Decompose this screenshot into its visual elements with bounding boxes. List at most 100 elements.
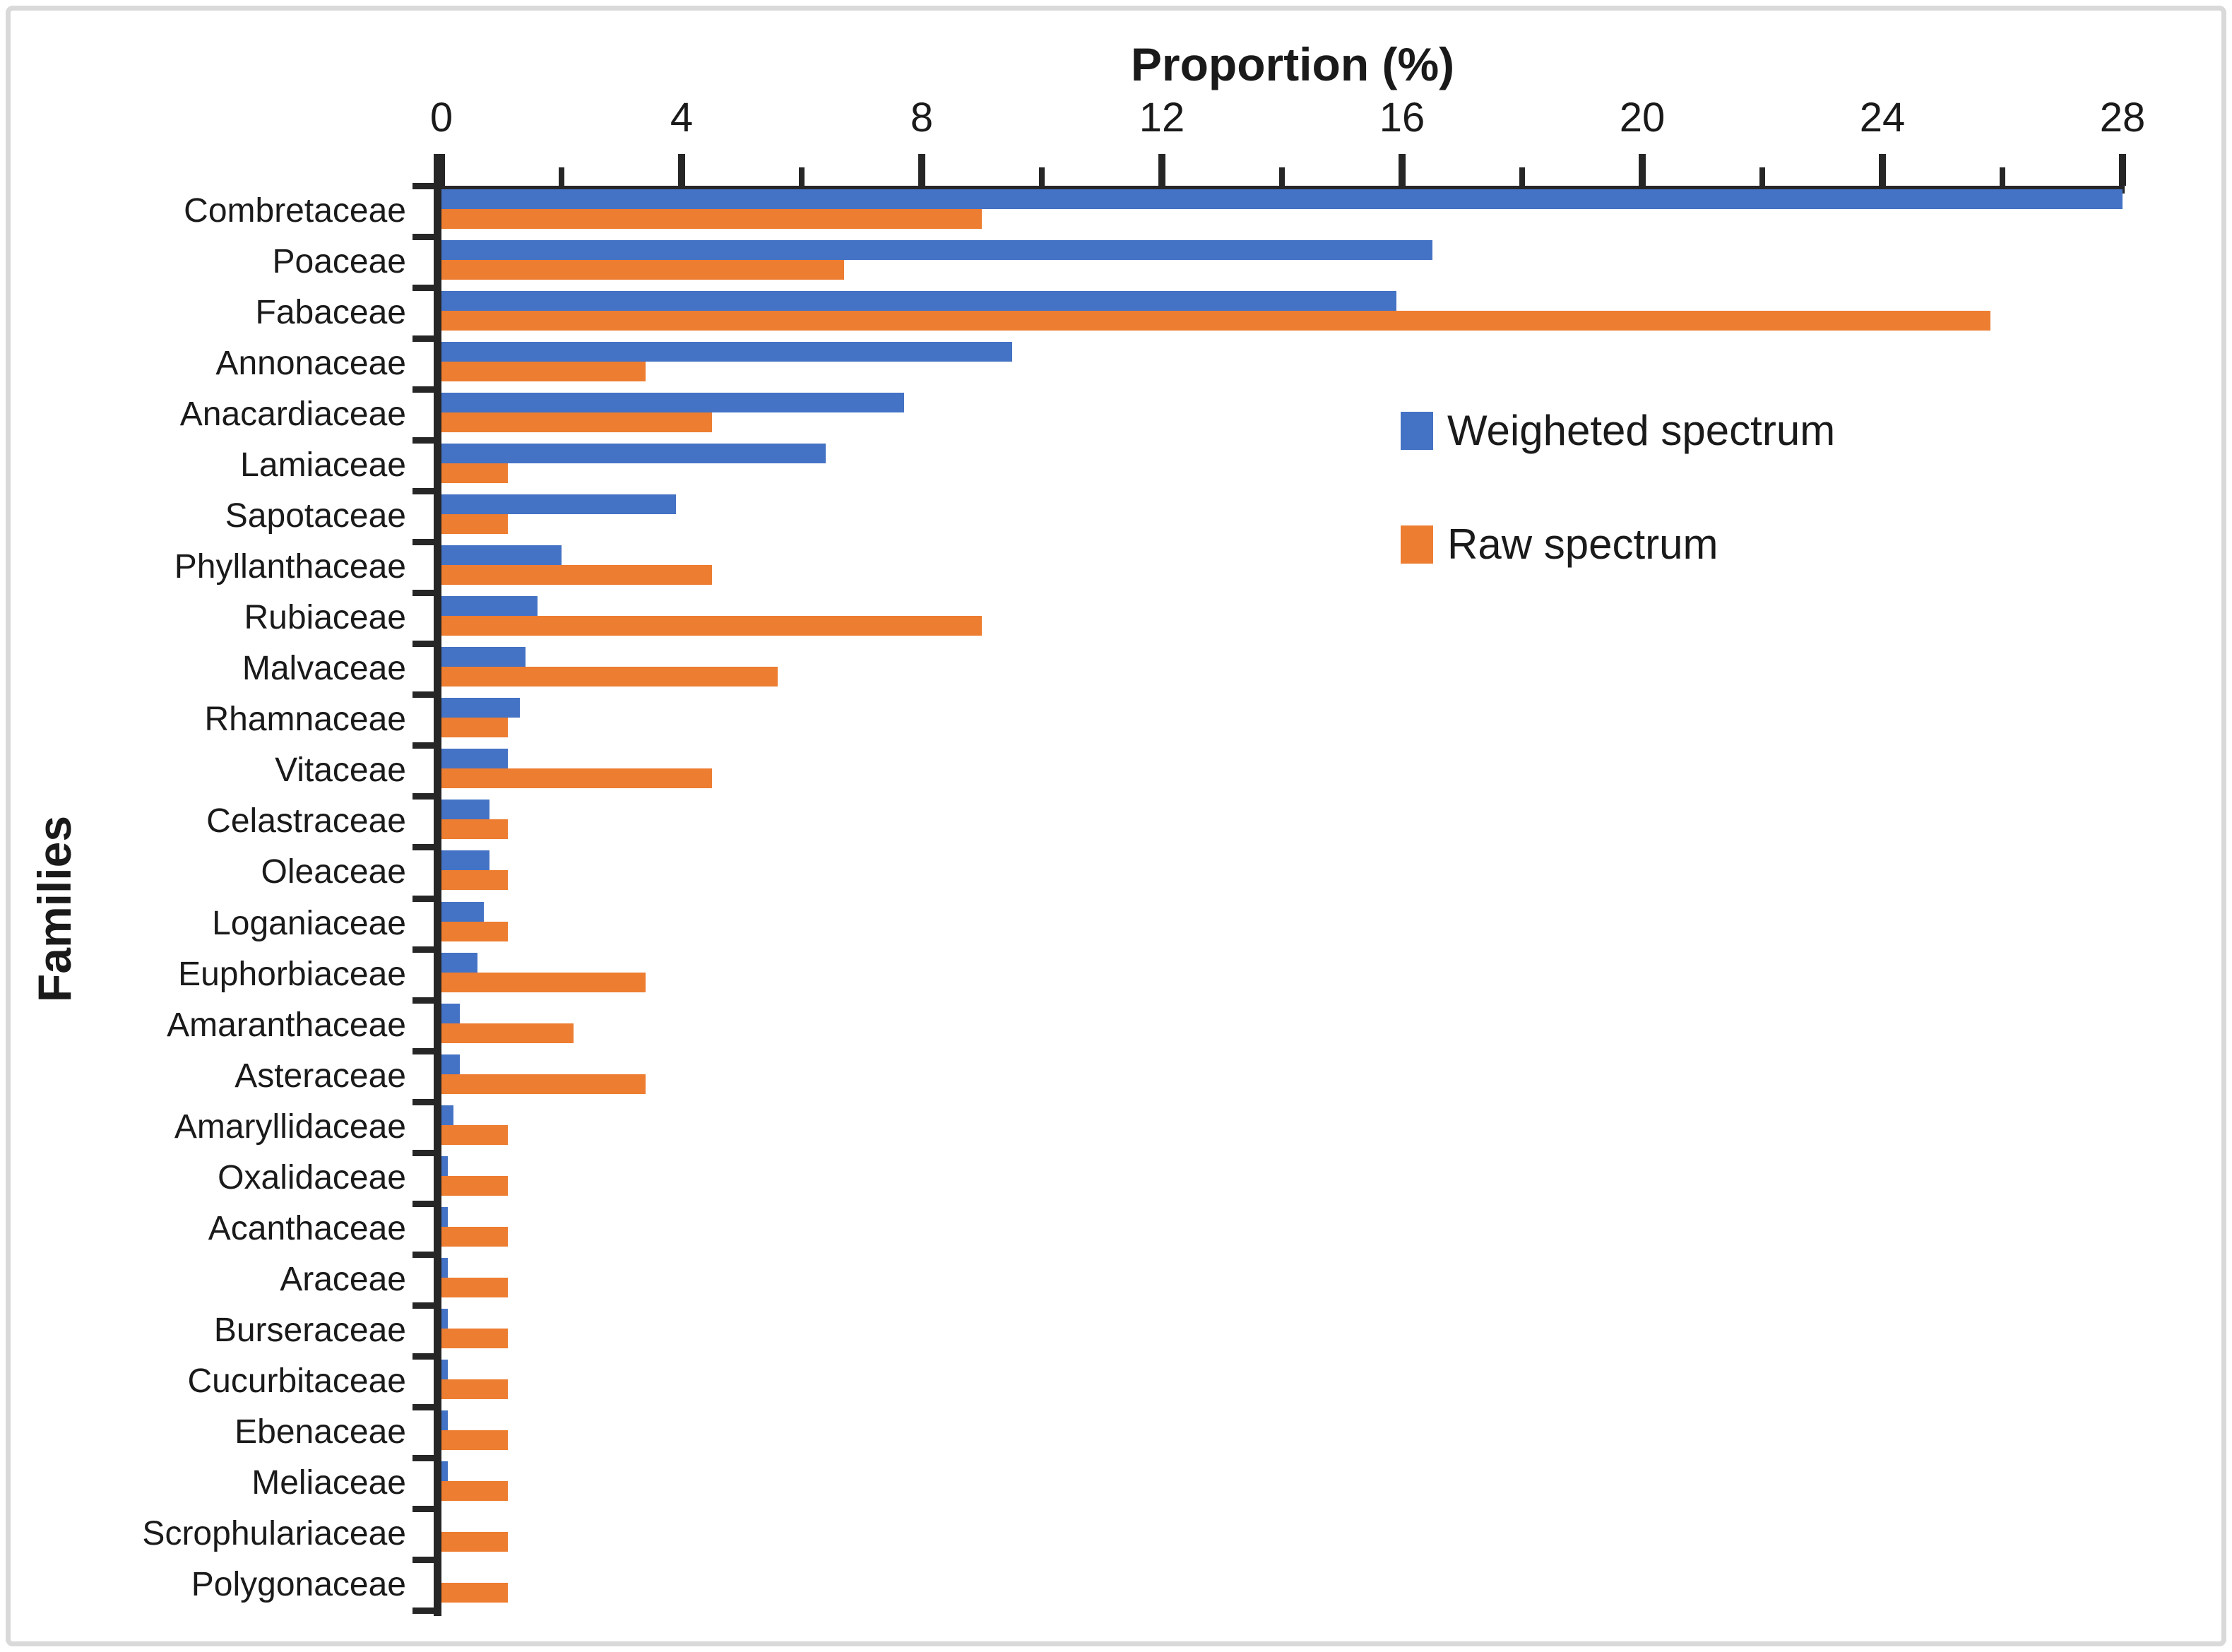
x-minor-tick [799, 167, 805, 186]
x-tick-label: 8 [910, 95, 934, 141]
category-label: Anacardiaceae [179, 396, 406, 434]
x-minor-tick [1279, 167, 1285, 186]
category-label: Euphorbiaceae [178, 955, 406, 993]
bar-raw-malvaceae [441, 667, 778, 687]
x-minor-tick [559, 167, 564, 186]
x-major-tick [1639, 154, 1646, 186]
bar-raw-scrophulariaceae [441, 1531, 508, 1552]
category-label: Loganiaceae [212, 904, 406, 942]
bar-raw-anacardiaceae [441, 412, 712, 433]
y-boundary-tick [412, 437, 434, 444]
bar-raw-sapotaceae [441, 514, 508, 535]
category-label: Fabaceae [255, 294, 407, 332]
y-boundary-tick [412, 793, 434, 800]
category-label: Combretaceae [184, 192, 406, 230]
y-boundary-tick [412, 895, 434, 902]
y-boundary-tick [412, 1149, 434, 1156]
bar-weighted-malvaceae [441, 647, 526, 667]
y-boundary-tick [412, 1403, 434, 1410]
bar-weighted-annonaceae [441, 342, 1012, 362]
bar-weighted-celastraceae [441, 800, 489, 820]
y-axis-title: Families [28, 815, 81, 1003]
x-tick-label: 20 [1619, 95, 1666, 141]
y-boundary-tick [412, 1200, 434, 1207]
y-boundary-tick [412, 285, 434, 292]
y-boundary-tick [412, 1505, 434, 1512]
bar-raw-oxalidaceae [441, 1175, 508, 1196]
category-label: Oleaceae [261, 853, 406, 891]
y-boundary-tick [412, 844, 434, 851]
category-label: Polygonaceae [191, 1565, 406, 1603]
bar-weighted-amaranthaceae [441, 1003, 460, 1023]
y-axis-line [434, 154, 441, 1616]
bar-raw-combretaceae [441, 209, 982, 229]
bar-raw-annonaceae [441, 362, 646, 382]
bar-weighted-meliaceae [441, 1461, 448, 1481]
bar-weighted-acanthaceae [441, 1206, 448, 1227]
bar-weighted-araceae [441, 1257, 448, 1278]
x-minor-tick [2000, 167, 2005, 186]
bar-raw-euphorbiaceae [441, 972, 646, 992]
bar-weighted-oxalidaceae [441, 1155, 448, 1176]
y-boundary-tick [412, 1047, 434, 1054]
x-minor-tick [1759, 167, 1765, 186]
y-boundary-tick [412, 539, 434, 546]
legend-item-weighted: Weigheted spectrum [1401, 406, 1835, 455]
x-major-tick [1399, 154, 1406, 186]
category-label: Scrophulariaceae [142, 1514, 406, 1552]
x-tick-label: 16 [1379, 95, 1425, 141]
legend: Weigheted spectrum Raw spectrum [1401, 406, 1835, 634]
category-label: Asteraceae [235, 1057, 406, 1095]
bar-weighted-lamiaceae [441, 444, 826, 464]
category-label: Amaranthaceae [167, 1006, 406, 1044]
category-label: Celastraceae [206, 802, 406, 840]
y-boundary-tick [412, 488, 434, 495]
bar-raw-polygonaceae [441, 1582, 508, 1603]
x-major-tick [1158, 154, 1165, 186]
bar-weighted-amaryllidaceae [441, 1105, 453, 1125]
bar-raw-oleaceae [441, 870, 508, 891]
bar-weighted-oleaceae [441, 850, 489, 871]
bar-raw-fabaceae [441, 311, 1990, 331]
category-label: Meliaceae [251, 1463, 406, 1502]
x-major-tick [678, 154, 685, 186]
bar-weighted-rhamnaceae [441, 698, 520, 718]
x-minor-tick [1039, 167, 1045, 186]
bar-weighted-anacardiaceae [441, 393, 904, 413]
bar-weighted-euphorbiaceae [441, 952, 477, 973]
x-major-tick [438, 154, 445, 186]
category-label: Cucurbitaceae [187, 1362, 406, 1400]
y-boundary-tick [412, 997, 434, 1004]
bar-weighted-cucurbitaceae [441, 1359, 448, 1379]
y-boundary-tick [412, 386, 434, 393]
x-tick-label: 12 [1139, 95, 1185, 141]
x-major-tick [2119, 154, 2126, 186]
bar-raw-poaceae [441, 260, 844, 280]
legend-label-raw: Raw spectrum [1447, 521, 1718, 568]
category-label: Poaceae [272, 243, 407, 281]
bar-weighted-asteraceae [441, 1054, 460, 1074]
category-label: Ebenaceae [235, 1413, 406, 1451]
y-boundary-tick [412, 691, 434, 699]
y-boundary-tick [412, 641, 434, 648]
category-label: Lamiaceae [240, 446, 406, 485]
bar-weighted-poaceae [441, 240, 1432, 261]
category-label: Phyllanthaceae [174, 548, 406, 586]
bar-raw-lamiaceae [441, 463, 508, 484]
bar-weighted-loganiaceae [441, 901, 484, 922]
x-minor-tick [1519, 167, 1525, 186]
bar-raw-vitaceae [441, 768, 712, 789]
y-boundary-tick [412, 1608, 434, 1614]
bar-raw-burseraceae [441, 1328, 508, 1348]
y-boundary-tick [412, 590, 434, 597]
bar-raw-phyllanthaceae [441, 565, 712, 586]
y-boundary-tick [412, 1556, 434, 1563]
category-label: Vitaceae [275, 751, 406, 790]
x-tick-label: 0 [429, 95, 453, 141]
category-label: Rubiaceae [244, 599, 407, 637]
bar-raw-rhamnaceae [441, 718, 508, 738]
y-boundary-tick [412, 335, 434, 343]
bar-weighted-vitaceae [441, 749, 508, 769]
bar-weighted-burseraceae [441, 1308, 448, 1329]
x-axis-title: Proportion (%) [1130, 38, 1455, 90]
